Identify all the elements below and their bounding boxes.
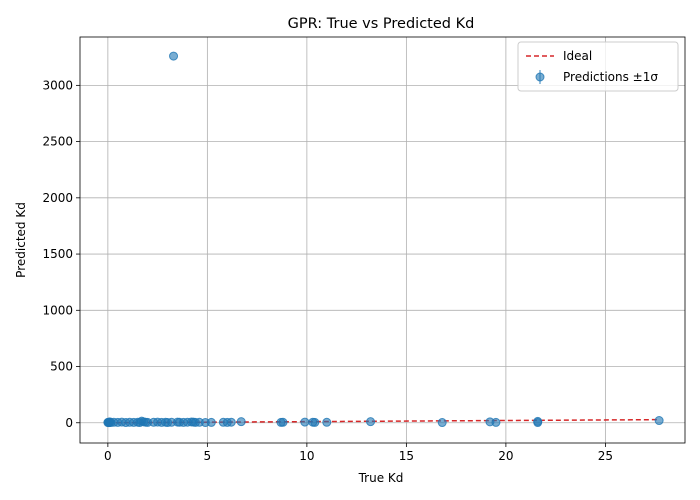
y-tick-label: 0 — [65, 416, 73, 430]
x-tick-label: 5 — [204, 449, 212, 463]
data-point — [206, 417, 216, 427]
legend: Ideal Predictions ±1σ — [517, 41, 679, 92]
y-axis-ticks: 0 500 1000 1500 2000 2500 3000 — [42, 78, 80, 430]
x-tick-label: 15 — [399, 449, 414, 463]
y-tick-label: 500 — [50, 360, 73, 374]
data-point — [322, 417, 332, 427]
y-tick-label: 2500 — [42, 135, 73, 149]
data-points-layer — [103, 51, 664, 428]
data-point — [236, 417, 246, 427]
y-axis-label: Predicted Kd — [14, 202, 28, 278]
grid-lines — [80, 37, 685, 443]
data-point — [310, 417, 320, 427]
data-point — [226, 417, 236, 427]
data-point — [300, 417, 310, 427]
x-tick-label: 25 — [598, 449, 613, 463]
y-tick-label: 1000 — [42, 303, 73, 317]
y-tick-label: 1500 — [42, 247, 73, 261]
data-point — [533, 418, 543, 428]
plot-frame — [79, 36, 686, 444]
x-axis-ticks: 0 5 10 15 20 25 — [104, 443, 613, 463]
x-tick-label: 20 — [498, 449, 513, 463]
x-tick-label: 10 — [299, 449, 314, 463]
data-point — [654, 416, 664, 426]
chart-title: GPR: True vs Predicted Kd — [288, 16, 475, 32]
legend-box — [517, 41, 679, 92]
data-point — [169, 51, 179, 61]
y-tick-label: 3000 — [42, 78, 73, 92]
data-point — [366, 417, 376, 427]
x-axis-label: True Kd — [358, 471, 404, 485]
data-point — [278, 417, 288, 427]
legend-pred-marker — [535, 72, 545, 82]
data-point — [491, 417, 501, 427]
y-tick-label: 2000 — [42, 191, 73, 205]
legend-predictions-label: Predictions ±1σ — [563, 70, 658, 84]
data-point — [437, 418, 447, 428]
x-tick-label: 0 — [104, 449, 112, 463]
legend-ideal-label: Ideal — [563, 49, 592, 63]
